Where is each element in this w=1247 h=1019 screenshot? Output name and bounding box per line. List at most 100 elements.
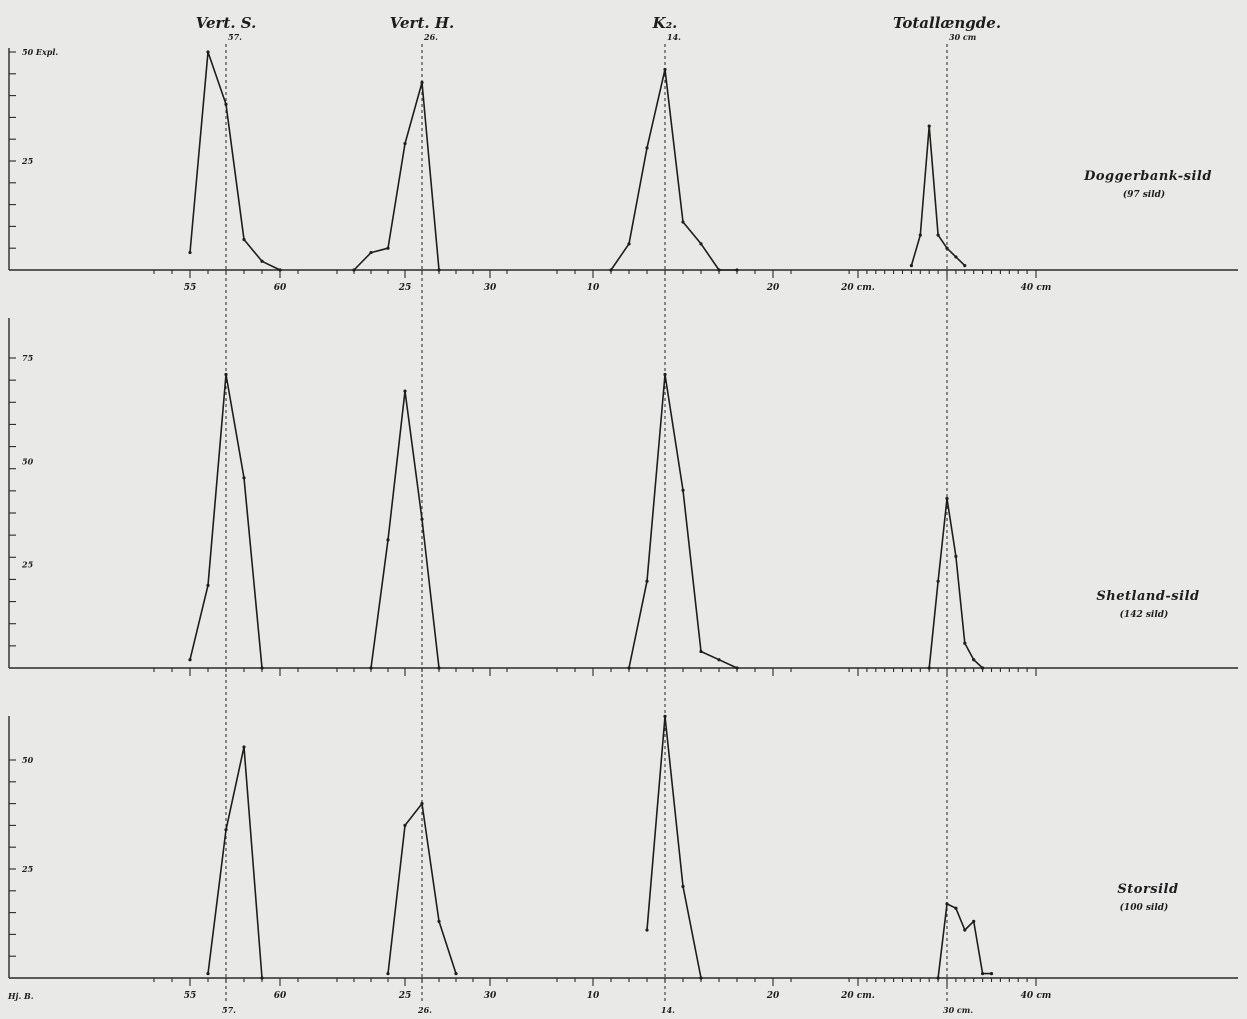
data-point	[645, 146, 649, 150]
data-point	[954, 906, 958, 910]
data-point	[909, 264, 914, 268]
data-point	[454, 972, 458, 976]
data-point	[717, 658, 721, 662]
data-point	[954, 255, 958, 259]
header-mean-vert-s: 57.	[228, 32, 242, 42]
data-point	[437, 268, 441, 272]
data-point	[224, 372, 228, 377]
data-point	[420, 802, 424, 806]
data-point	[735, 666, 739, 670]
panel-doggerbank: 50 Expl. 25 55 60 25 30 10 20 20 cm. 40 cm Doggerb…	[8, 47, 1238, 293]
data-point	[645, 579, 649, 583]
data-point	[206, 583, 210, 587]
data-point	[963, 264, 967, 268]
series-line-vert-s	[189, 51, 281, 271]
y-label-top: 75	[22, 353, 34, 363]
data-point	[420, 80, 424, 85]
data-point	[224, 102, 228, 106]
series-line-total	[910, 125, 966, 267]
series-line-total	[937, 903, 992, 979]
data-point	[386, 972, 390, 976]
data-point	[224, 828, 228, 832]
data-point	[386, 246, 390, 250]
data-point	[369, 250, 373, 255]
data-point	[699, 976, 703, 980]
data-point	[954, 554, 958, 559]
data-point	[735, 268, 739, 272]
series-line-k2	[646, 715, 702, 979]
panel-count: (97 sild)	[1123, 189, 1165, 200]
data-point	[369, 666, 373, 670]
data-point	[945, 902, 949, 906]
x-tick-label: 25	[398, 991, 412, 1001]
data-point	[972, 658, 976, 662]
series-line-vert-h	[387, 802, 457, 974]
series-line-k2	[628, 373, 738, 669]
data-point	[242, 476, 246, 480]
x-tick-label: 60	[274, 283, 287, 293]
panel-shetland: 75 50 25 Shetland-sild (142 sild)	[8, 318, 1238, 676]
data-point	[188, 658, 192, 662]
data-point	[437, 666, 441, 670]
data-point	[981, 666, 985, 670]
header-vert-h: Vert. H.	[390, 14, 454, 32]
data-point	[963, 928, 967, 932]
mean-lines	[225, 44, 948, 1004]
x-tick-label: 20	[766, 283, 780, 293]
x-tick-label: 40 cm	[1021, 991, 1052, 1001]
y-label-top: 50	[22, 755, 34, 765]
header-mean-total: 30 cm	[949, 32, 976, 42]
series-line-total	[928, 497, 984, 669]
data-point	[663, 67, 667, 72]
x-tick-label: 20 cm.	[840, 283, 875, 293]
header-k2: K₂.	[652, 14, 678, 32]
x-tick-label: 30	[484, 283, 497, 293]
x-tick-label: 20	[766, 991, 780, 1001]
data-point	[681, 220, 685, 224]
data-point	[188, 250, 192, 255]
bottom-mean-vert-h: 26.	[417, 1005, 432, 1015]
data-point	[945, 246, 949, 250]
data-point	[699, 242, 703, 246]
x-tick-label: 10	[587, 991, 600, 1001]
data-point	[403, 389, 407, 393]
header-total: Totallængde.	[893, 14, 1001, 32]
bottom-mean-total: 30 cm.	[943, 1005, 973, 1015]
y-label: 25	[21, 864, 34, 874]
panel-storsild: 50 25 55 60 25 30 10 20 20 cm. 40 cm Storsild (100 …	[8, 714, 1238, 1001]
data-point	[609, 268, 613, 272]
data-point	[242, 237, 246, 242]
x-tick-label: 30	[484, 991, 497, 1001]
data-point	[936, 579, 940, 583]
bottom-mean-k2: 14.	[661, 1005, 675, 1015]
data-point	[927, 666, 931, 670]
bottom-mean-vert-s: 57.	[222, 1005, 236, 1015]
x-tick-label: 55	[184, 283, 197, 293]
data-point	[386, 538, 390, 542]
panel-count: (100 sild)	[1120, 902, 1169, 913]
data-point	[945, 496, 949, 501]
header-mean-k2: 14.	[667, 32, 681, 42]
data-point	[242, 745, 246, 749]
data-point	[972, 919, 976, 923]
panel-name: Shetland-sild	[1096, 589, 1199, 604]
x-tick-label: 25	[398, 283, 412, 293]
y-label: 25	[21, 156, 34, 166]
column-headers: Vert. S.57.57.Vert. H.26.26.K₂.14.14.Tot…	[196, 14, 1001, 1015]
data-point	[936, 976, 940, 980]
data-point	[352, 268, 356, 272]
data-point	[681, 884, 685, 889]
signature: Hj. B.	[7, 991, 34, 1001]
panel-name: Storsild	[1117, 882, 1178, 897]
x-tick-label: 55	[184, 991, 197, 1001]
y-label: 25	[21, 560, 34, 570]
data-point	[627, 242, 631, 246]
y-label: 50	[22, 456, 34, 466]
data-point	[989, 972, 994, 976]
data-point	[663, 714, 667, 719]
header-mean-vert-h: 26.	[423, 32, 438, 42]
header-vert-s: Vert. S.	[196, 14, 257, 32]
data-point	[918, 233, 922, 237]
data-point	[260, 666, 264, 670]
